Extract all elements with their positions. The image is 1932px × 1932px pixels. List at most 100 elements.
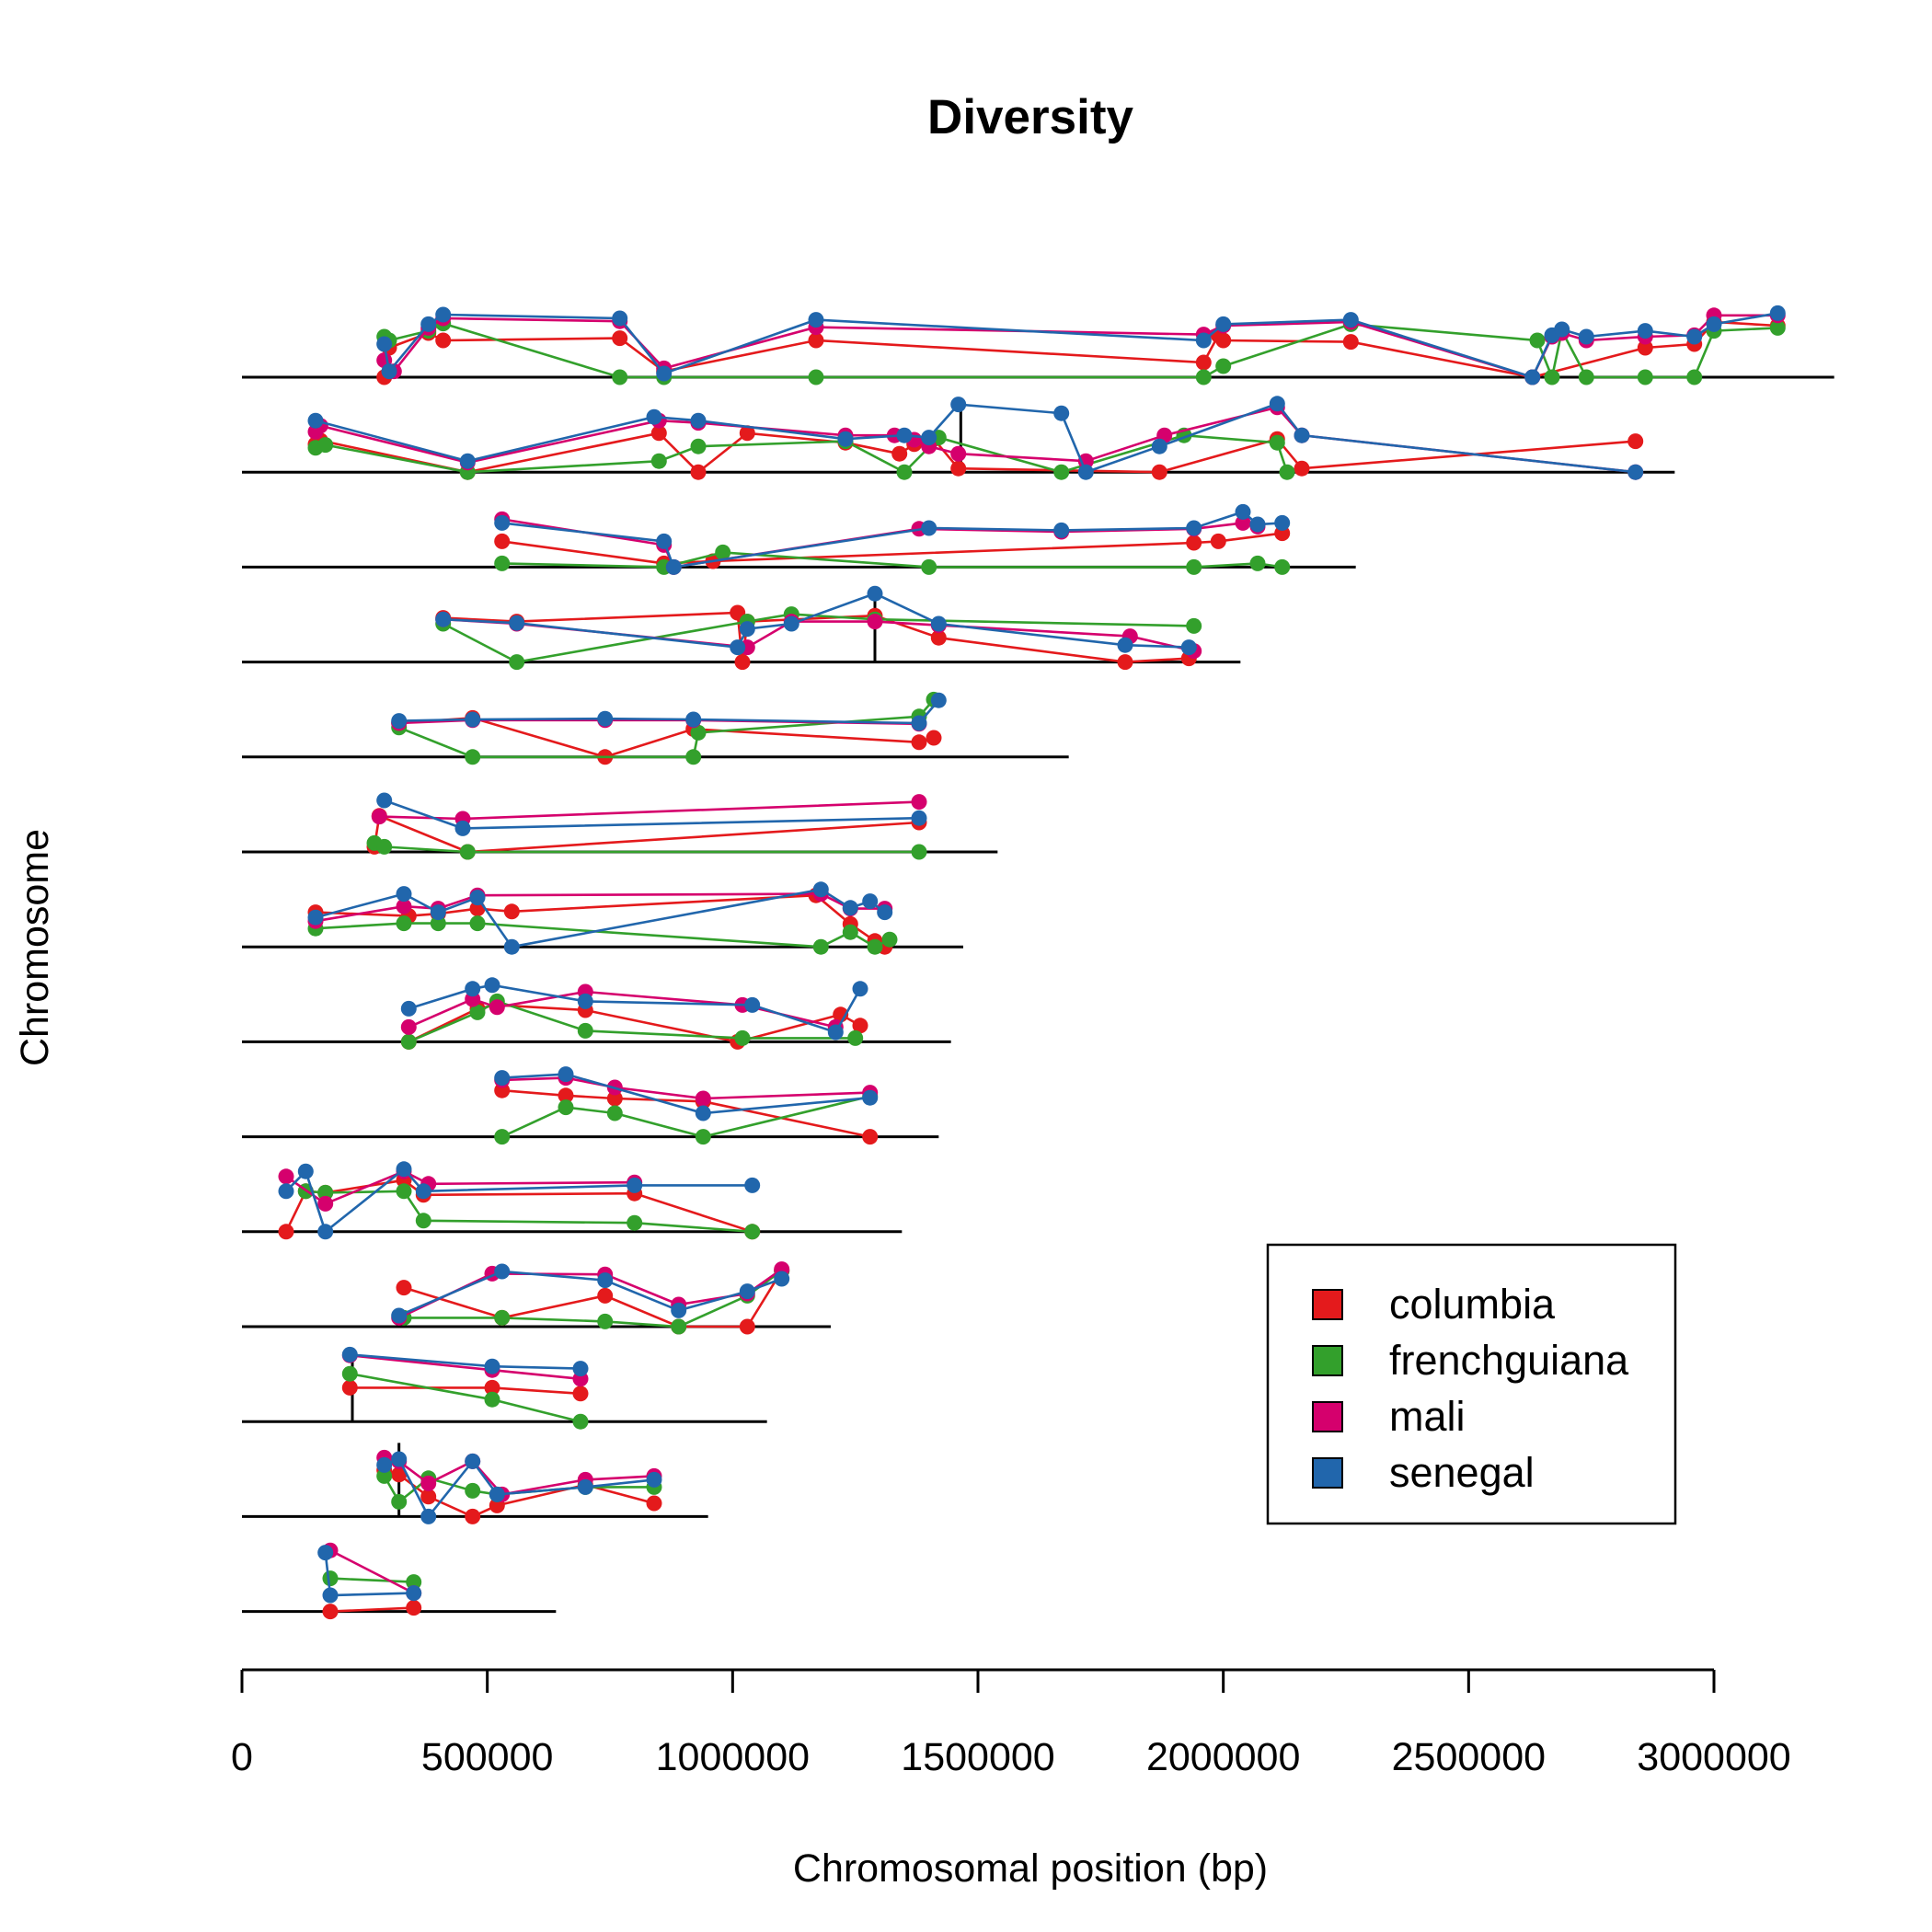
point-senegal-chr13-7 <box>646 1471 662 1488</box>
chart-title: Diversity <box>927 90 1133 144</box>
point-frenchguiana-chr2-5 <box>690 438 707 454</box>
point-columbia-chr12-2 <box>484 1379 500 1396</box>
point-mali-chr6-1 <box>371 809 387 825</box>
point-senegal-chr5-6 <box>930 692 947 708</box>
point-senegal-chr2-1 <box>307 412 324 429</box>
point-frenchguiana-chr13-2 <box>391 1493 408 1510</box>
point-senegal-chr1-2 <box>381 363 397 380</box>
point-frenchguiana-chr11-3 <box>597 1313 614 1329</box>
point-frenchguiana-chr7-8 <box>881 931 898 948</box>
legend-swatch-columbia <box>1312 1289 1343 1320</box>
point-frenchguiana-chr2-2 <box>317 437 334 454</box>
point-frenchguiana-chr9-2 <box>558 1099 574 1116</box>
point-columbia-chr3-1 <box>494 533 511 549</box>
point-columbia-chr2-4 <box>650 425 667 442</box>
point-frenchguiana-chr1-12 <box>1544 369 1560 385</box>
point-senegal-chr2-3 <box>646 408 662 425</box>
point-frenchguiana-chr7-2 <box>396 915 412 932</box>
point-mali-chr6-3 <box>911 794 927 811</box>
point-senegal-chr3-2 <box>656 533 673 549</box>
point-senegal-chr7-6 <box>812 881 829 898</box>
point-senegal-chr4-7 <box>930 615 947 632</box>
point-senegal-chr12-1 <box>341 1346 358 1363</box>
x-tick-label-6: 2500000 <box>1392 1735 1546 1779</box>
point-senegal-chr7-4 <box>469 890 486 906</box>
point-senegal-chr2-14 <box>1627 464 1644 480</box>
point-frenchguiana-chr11-2 <box>494 1309 511 1326</box>
point-senegal-chr4-8 <box>1117 637 1133 653</box>
point-senegal-chr7-5 <box>503 938 520 955</box>
point-senegal-chr2-9 <box>1053 405 1070 421</box>
point-columbia-chr7-5 <box>503 903 520 920</box>
point-frenchguiana-chr10-2 <box>317 1184 334 1201</box>
series-line-frenchguiana-chr8 <box>408 999 856 1043</box>
point-columbia-chr2-12 <box>1151 464 1167 480</box>
point-columbia-chr2-11 <box>950 460 967 477</box>
point-mali-chr10-1 <box>278 1168 294 1185</box>
series-layer <box>278 305 1786 1620</box>
series-line-mali-chr3 <box>501 518 1259 569</box>
point-frenchguiana-chr3-1 <box>494 555 511 571</box>
x-axis: 0 500000 1000000 1500000 2000000 2500000 30000… <box>231 1668 1791 1779</box>
point-columbia-chr1-10 <box>1215 332 1232 349</box>
point-senegal-chr13-4 <box>465 1453 481 1469</box>
point-frenchguiana-chr7-3 <box>430 915 446 932</box>
point-senegal-chr8-4 <box>577 993 593 1009</box>
series-line-columbia-chr14 <box>329 1606 414 1613</box>
legend-swatch-senegal <box>1312 1457 1343 1489</box>
point-frenchguiana-chr1-14 <box>1578 369 1594 385</box>
point-frenchguiana-chr6-2 <box>376 838 393 855</box>
point-mali-chr8-1 <box>400 1018 417 1035</box>
point-senegal-chr12-3 <box>572 1361 589 1377</box>
point-columbia-chr1-4 <box>435 332 452 349</box>
point-frenchguiana-chr1-16 <box>1686 369 1703 385</box>
point-frenchguiana-chr1-18 <box>1769 319 1786 336</box>
point-frenchguiana-chr3-6 <box>1249 555 1266 571</box>
point-mali-chr13-3 <box>420 1475 437 1491</box>
point-frenchguiana-chr8-4 <box>577 1022 593 1039</box>
x-tick-label-1: 0 <box>231 1735 253 1779</box>
point-columbia-chr13-7 <box>646 1495 662 1512</box>
point-senegal-chr8-5 <box>744 996 761 1013</box>
point-senegal-chr8-7 <box>852 981 868 997</box>
point-frenchguiana-chr2-12 <box>1279 464 1295 480</box>
point-frenchguiana-chr6-4 <box>911 844 927 860</box>
x-tick-label-7: 3000000 <box>1637 1735 1790 1779</box>
point-frenchguiana-chr3-5 <box>1186 558 1202 575</box>
series-line-senegal-chr14 <box>324 1552 414 1597</box>
point-senegal-chr1-11 <box>1524 369 1541 385</box>
point-columbia-chr14-2 <box>406 1600 422 1616</box>
point-senegal-chr13-2 <box>391 1451 408 1467</box>
point-senegal-chr3-5 <box>1053 522 1070 538</box>
series-line-frenchguiana-chr5 <box>398 698 935 759</box>
point-senegal-chr7-3 <box>430 904 446 921</box>
point-frenchguiana-chr12-2 <box>484 1391 500 1408</box>
point-mali-chr7-2 <box>396 898 412 914</box>
legend-label-mali: mali <box>1389 1393 1466 1440</box>
point-columbia-chr2-14 <box>1294 460 1310 477</box>
point-senegal-chr2-7 <box>921 430 937 446</box>
point-frenchguiana-chr2-11 <box>1269 434 1285 451</box>
point-frenchguiana-chr11-4 <box>671 1318 687 1335</box>
point-senegal-chr6-3 <box>911 810 927 826</box>
point-columbia-chr9-5 <box>862 1129 879 1145</box>
y-axis-label: Chromosome <box>13 829 57 1066</box>
point-frenchguiana-chr3-3 <box>715 544 731 560</box>
point-senegal-chr5-4 <box>685 711 702 728</box>
x-tick-label-2: 500000 <box>421 1735 554 1779</box>
point-frenchguiana-chr7-7 <box>867 938 883 955</box>
point-columbia-chr9-2 <box>558 1087 574 1104</box>
point-frenchguiana-chr12-3 <box>572 1413 589 1430</box>
point-mali-chr8-3 <box>489 999 505 1016</box>
point-frenchguiana-chr9-1 <box>494 1129 511 1145</box>
point-columbia-chr10-1 <box>278 1224 294 1240</box>
legend-label-frenchguiana: frenchguiana <box>1389 1337 1629 1384</box>
point-senegal-chr9-4 <box>862 1089 879 1106</box>
point-senegal-chr11-3 <box>597 1272 614 1289</box>
point-senegal-chr3-7 <box>1235 503 1251 520</box>
point-mali-chr10-2 <box>317 1195 334 1212</box>
point-senegal-chr5-3 <box>597 710 614 727</box>
point-frenchguiana-chr7-4 <box>469 915 486 932</box>
point-frenchguiana-chr10-5 <box>627 1214 643 1231</box>
point-frenchguiana-chr12-1 <box>341 1365 358 1382</box>
